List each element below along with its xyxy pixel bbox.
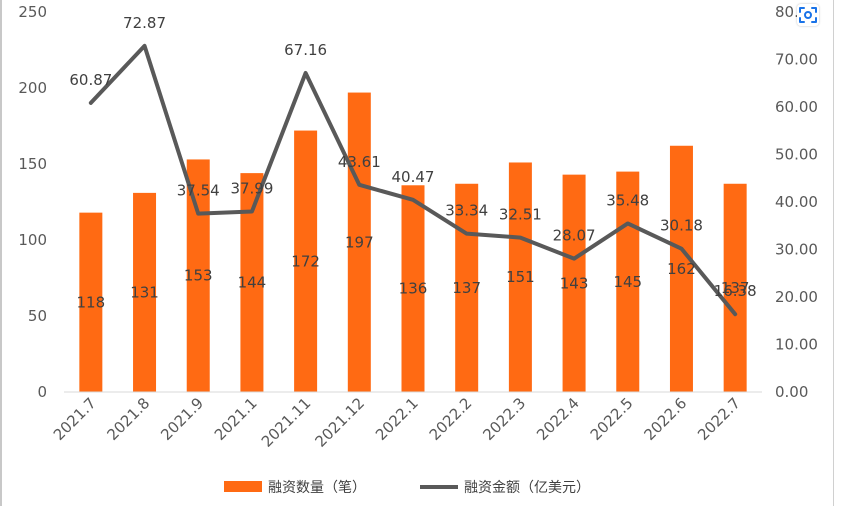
x-tick-2021.12: 2021.12: [312, 394, 369, 451]
x-tick-2022.7: 2022.7: [694, 394, 744, 444]
y-left-tick-50: 50: [28, 307, 47, 325]
bar-label-2022.1: 136: [399, 280, 428, 298]
y-right-tick-50.00: 50.00: [775, 146, 818, 164]
legend-label-bar: 融资数量（笔）: [268, 480, 366, 496]
y-right-tick-70.00: 70.00: [775, 51, 818, 69]
bar-2021.9: [186, 159, 210, 392]
y-axis-left: 0 50 100 150 200 250: [18, 3, 47, 401]
bar-label-2022.3: 151: [506, 268, 535, 286]
bar-2021.12: [347, 92, 371, 392]
line-label-2022.6: 30.18: [660, 217, 703, 235]
bar-label-2022.2: 137: [452, 279, 481, 297]
x-tick-2021.9: 2021.9: [157, 394, 207, 444]
line-label-2021.9: 37.54: [177, 182, 220, 200]
legend-label-line: 融资金额（亿美元）: [464, 480, 590, 496]
bar-2021.8: [133, 192, 157, 392]
line-series: [88, 43, 738, 317]
legend-swatch-bar: [224, 481, 262, 492]
y-left-tick-0: 0: [37, 383, 47, 401]
line-data-labels: 60.87 72.87 37.54 37.99 67.16 43.61 40.47 33.34…: [69, 14, 756, 300]
y-right-tick-10.00: 10.00: [775, 336, 818, 354]
bar-2022.1: [401, 185, 425, 392]
x-tick-2022.6: 2022.6: [640, 394, 690, 444]
line-label-2021.8: 72.87: [123, 14, 166, 32]
bar-2021.7: [79, 212, 103, 392]
bar-label-2021.7: 118: [77, 293, 106, 311]
bar-2021.11: [294, 130, 318, 392]
bar-2022.7: [723, 183, 747, 392]
line-label-2021.7: 60.87: [69, 71, 112, 89]
bar-series: [79, 92, 747, 392]
line-label-2021.1: 37.99: [230, 180, 273, 198]
line-label-2021.11: 67.16: [284, 41, 327, 59]
bar-label-2022.4: 143: [560, 274, 589, 292]
line-label-2022.1: 40.47: [392, 168, 435, 186]
y-left-tick-150: 150: [18, 155, 47, 173]
bar-label-2022.6: 162: [667, 260, 696, 278]
y-right-tick-0.00: 0.00: [775, 383, 808, 401]
x-tick-2022.4: 2022.4: [533, 394, 583, 444]
bar-2021.1: [240, 173, 264, 392]
bar-label-2021.9: 153: [184, 267, 213, 285]
bar-label-2021.1: 144: [238, 274, 267, 292]
x-tick-2021.8: 2021.8: [104, 394, 154, 444]
x-tick-2022.2: 2022.2: [426, 394, 476, 444]
x-tick-2022.5: 2022.5: [587, 394, 637, 444]
line-label-2021.12: 43.61: [338, 153, 381, 171]
x-tick-2021.1: 2021.1: [211, 394, 261, 444]
bar-data-labels: 118 131 153 144 172 197 136 137 151 143 145 162 137: [77, 233, 750, 311]
y-axis-right: 0.0010.0020.0030.0040.0050.0060.0070.008…: [775, 3, 818, 401]
y-right-tick-60.00: 60.00: [775, 98, 818, 116]
left-border: [0, 0, 2, 506]
bar-2022.3: [508, 162, 532, 392]
bar-2022.4: [562, 174, 586, 392]
y-right-tick-40.00: 40.00: [775, 193, 818, 211]
scan-icon[interactable]: [797, 4, 819, 26]
bar-2022.6: [669, 145, 693, 392]
bar-label-2021.12: 197: [345, 233, 374, 251]
x-tick-2022.3: 2022.3: [479, 394, 529, 444]
line-label-2022.4: 28.07: [553, 227, 596, 245]
line-label-2022.5: 35.48: [606, 191, 649, 209]
line-label-2022.3: 32.51: [499, 206, 542, 224]
line-label-2022.2: 33.34: [445, 202, 488, 220]
legend: 融资数量（笔） 融资金额（亿美元）: [224, 480, 590, 496]
y-right-tick-20.00: 20.00: [775, 288, 818, 306]
bar-label-2022.5: 145: [613, 273, 642, 291]
bar-label-2022.7: 137: [721, 279, 750, 297]
bar-label-2021.8: 131: [130, 283, 159, 301]
y-right-tick-30.00: 30.00: [775, 241, 818, 259]
y-left-tick-200: 200: [18, 79, 47, 97]
x-tick-2021.11: 2021.11: [258, 394, 315, 451]
right-border: [833, 0, 834, 506]
x-tick-2021.7: 2021.7: [50, 394, 100, 444]
scan-icon-glyph: [799, 7, 817, 23]
y-left-tick-100: 100: [18, 231, 47, 249]
bar-label-2021.11: 172: [291, 252, 320, 270]
x-tick-2022.1: 2022.1: [372, 394, 422, 444]
line-label-2022.7: 16.38: [714, 282, 757, 300]
y-left-tick-250: 250: [18, 3, 47, 21]
